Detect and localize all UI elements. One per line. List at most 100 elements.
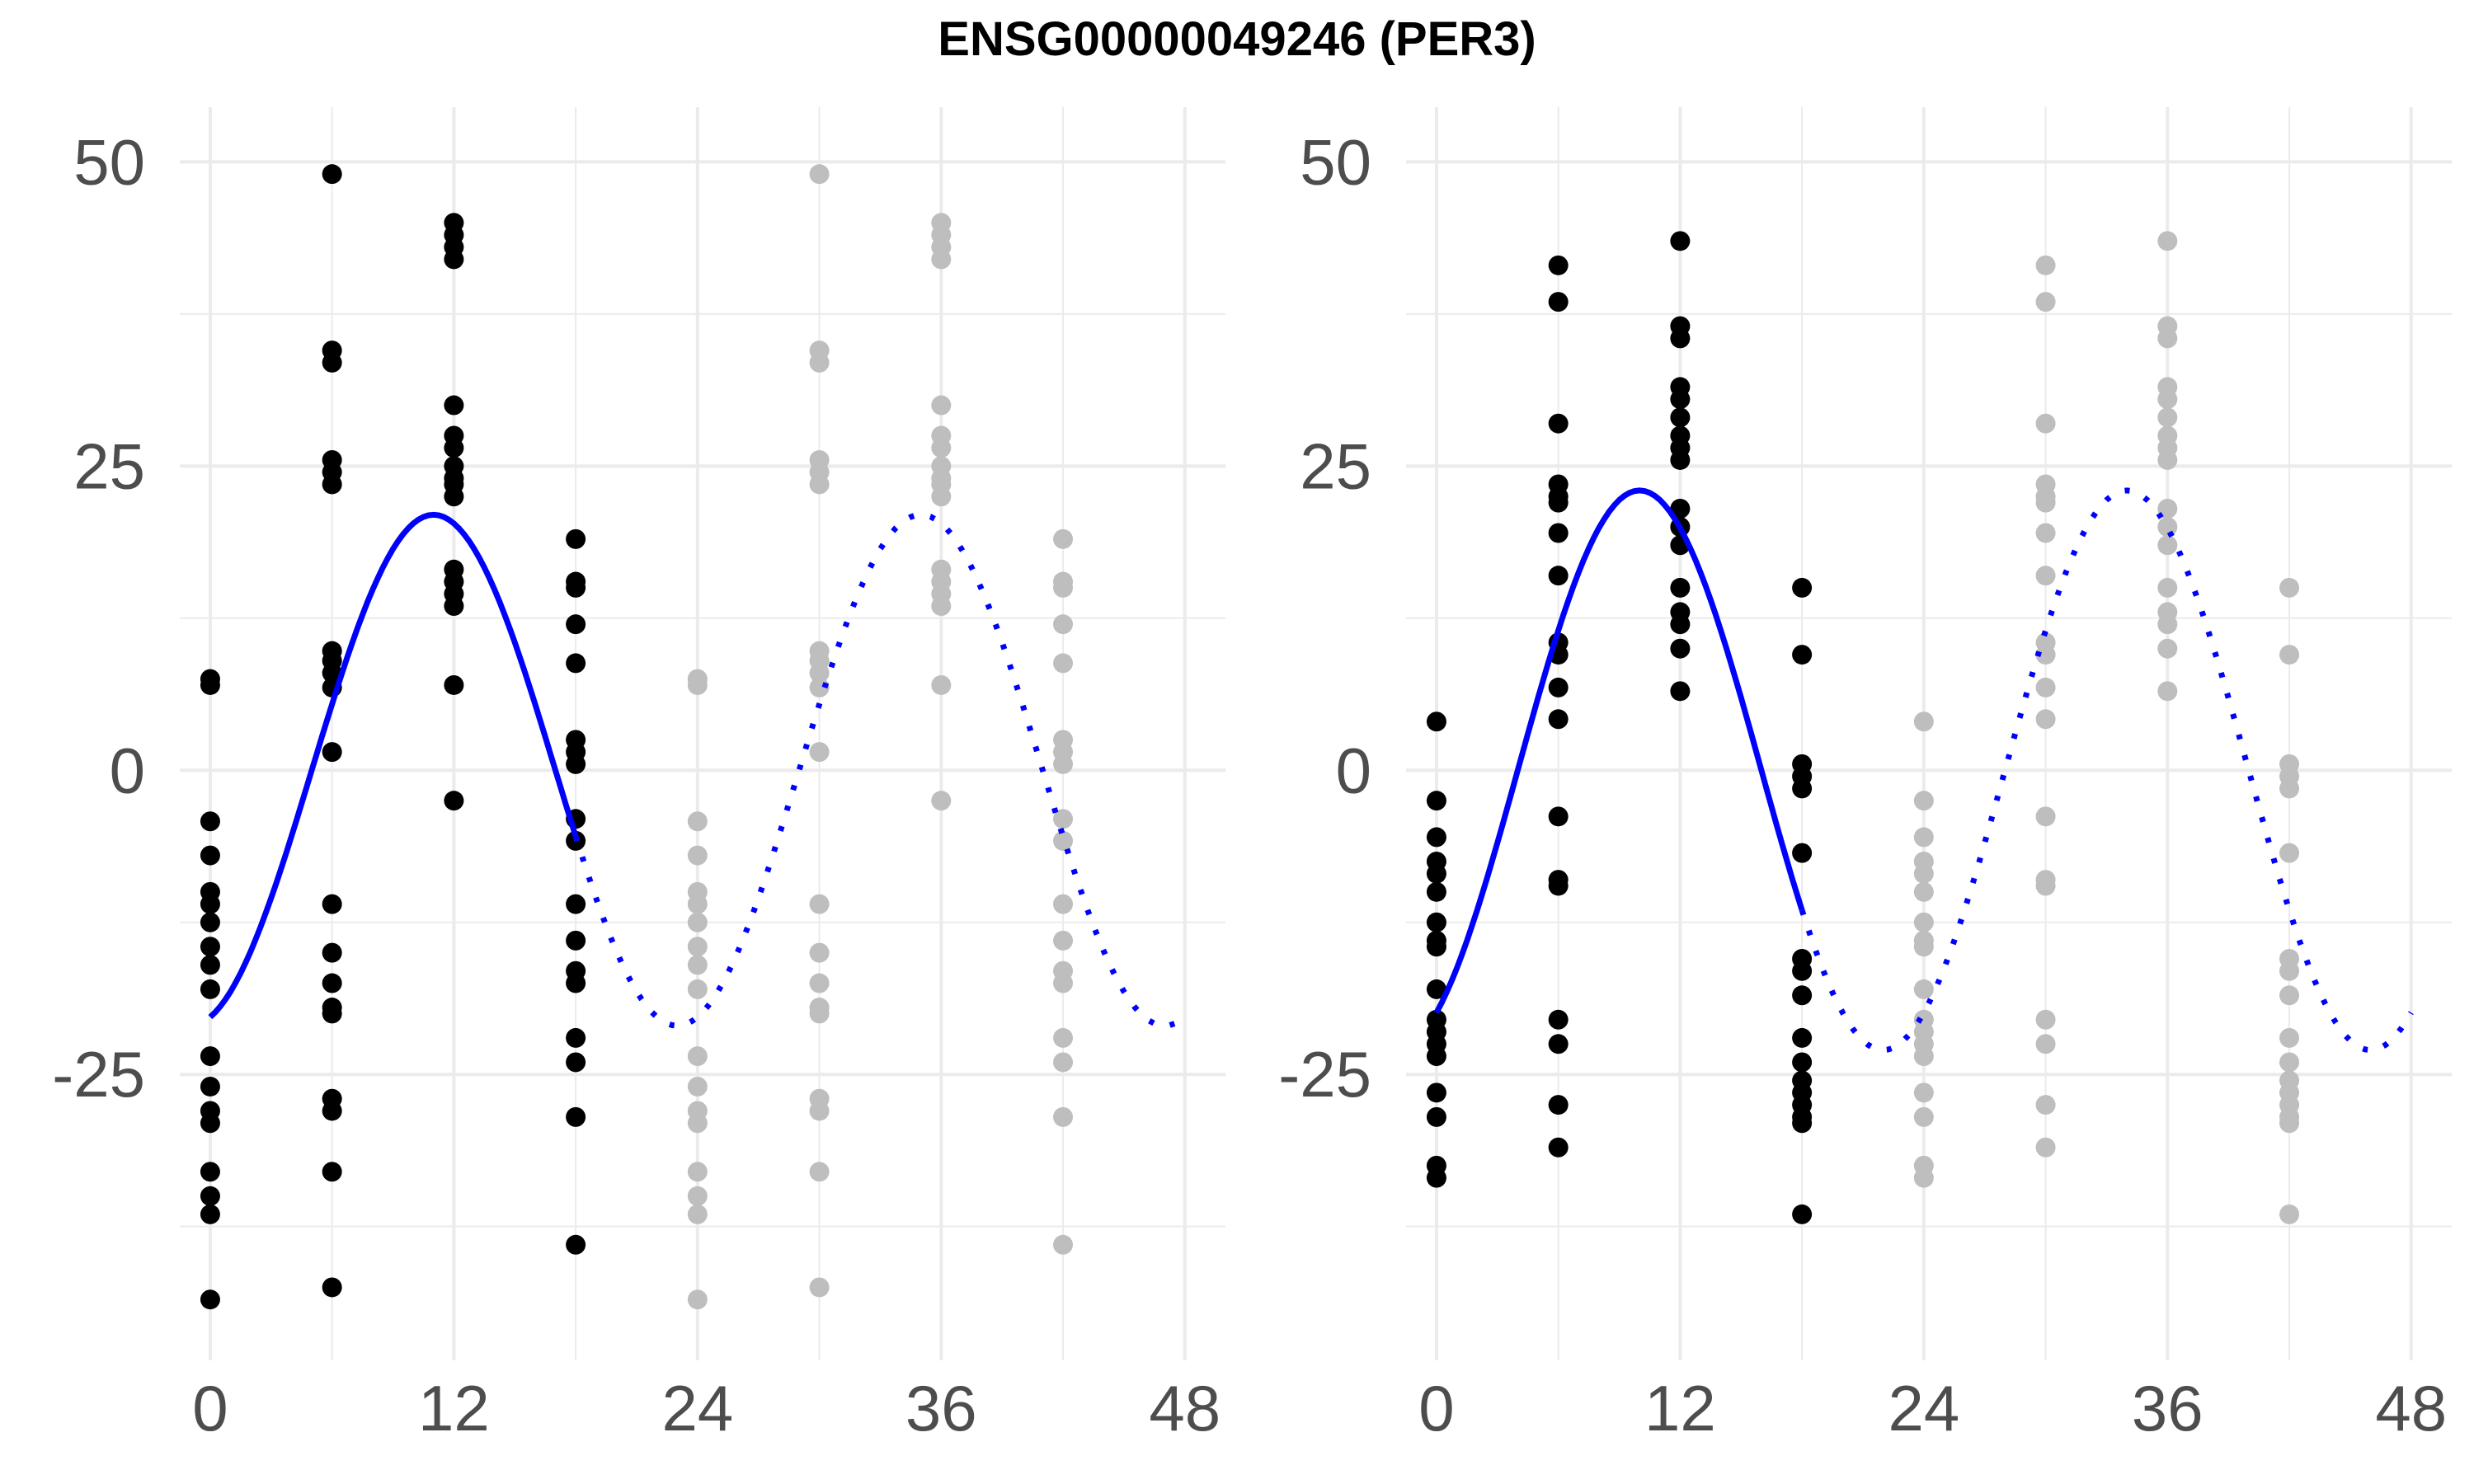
repeated-point bbox=[1913, 1106, 1934, 1127]
observed-point bbox=[566, 1027, 586, 1048]
observed-point bbox=[322, 973, 342, 993]
observed-point bbox=[1792, 843, 1813, 863]
observed-point bbox=[1426, 1082, 1446, 1103]
observed-point bbox=[1670, 681, 1691, 702]
repeated-point bbox=[2279, 985, 2300, 1006]
observed-point bbox=[566, 754, 586, 774]
repeated-point bbox=[687, 811, 708, 832]
observed-point bbox=[566, 1234, 586, 1255]
repeated-point bbox=[1053, 930, 1074, 951]
observed-point bbox=[200, 1113, 220, 1134]
repeated-point bbox=[1053, 1234, 1074, 1255]
x-tick-label: 12 bbox=[1644, 1372, 1716, 1444]
x-tick-label: 48 bbox=[1149, 1372, 1221, 1444]
observed-point bbox=[1670, 638, 1691, 659]
repeated-point bbox=[687, 1289, 708, 1310]
observed-point bbox=[322, 1101, 342, 1121]
observed-point bbox=[322, 663, 342, 683]
observed-point bbox=[200, 937, 220, 957]
observed-point bbox=[566, 653, 586, 674]
observed-point bbox=[1548, 492, 1569, 513]
x-tick-label: 24 bbox=[1888, 1372, 1959, 1444]
repeated-point bbox=[931, 674, 952, 695]
repeated-point bbox=[1913, 1167, 1934, 1188]
repeated-point bbox=[1913, 937, 1934, 957]
observed-point bbox=[566, 528, 586, 549]
right-panel: 0 12 24 36 48 -25 0 25 50 bbox=[1278, 107, 2452, 1444]
repeated-point bbox=[1053, 754, 1074, 774]
repeated-point bbox=[931, 596, 952, 617]
repeated-point bbox=[687, 979, 708, 999]
observed-point bbox=[444, 438, 464, 458]
observed-point bbox=[1426, 937, 1446, 957]
observed-point bbox=[200, 674, 220, 695]
repeated-point bbox=[2157, 389, 2178, 410]
repeated-point bbox=[687, 1076, 708, 1097]
observed-point bbox=[1548, 523, 1569, 543]
observed-point bbox=[1548, 1137, 1569, 1158]
observed-point bbox=[1792, 1204, 1813, 1224]
observed-point bbox=[1548, 255, 1569, 275]
repeated-point bbox=[2157, 328, 2178, 349]
observed-point bbox=[1426, 1167, 1446, 1188]
repeated-point bbox=[2157, 614, 2178, 635]
repeated-point bbox=[2157, 535, 2178, 556]
repeated-point bbox=[687, 1046, 708, 1067]
repeated-point bbox=[687, 1186, 708, 1206]
repeated-point bbox=[2279, 645, 2300, 665]
repeated-point bbox=[1053, 577, 1074, 598]
repeated-point bbox=[2035, 523, 2056, 543]
observed-point bbox=[1426, 1106, 1446, 1127]
y-tick-label: 0 bbox=[1336, 734, 1371, 806]
observed-point bbox=[322, 164, 342, 185]
x-tick-label: 48 bbox=[2375, 1372, 2447, 1444]
observed-point bbox=[1548, 677, 1569, 697]
observed-point bbox=[444, 249, 464, 270]
observed-point bbox=[1670, 328, 1691, 349]
repeated-point bbox=[2035, 292, 2056, 312]
observed-point bbox=[1426, 711, 1446, 732]
repeated-point bbox=[1913, 863, 1934, 884]
observed-point bbox=[1792, 1113, 1813, 1134]
repeated-point bbox=[1053, 809, 1074, 829]
repeated-point bbox=[809, 663, 830, 683]
repeated-point bbox=[2279, 1204, 2300, 1224]
repeated-point bbox=[2035, 709, 2056, 730]
repeated-point bbox=[1913, 1046, 1934, 1067]
x-tick-label: 0 bbox=[192, 1372, 228, 1444]
observed-point bbox=[200, 955, 220, 975]
repeated-point bbox=[687, 845, 708, 866]
observed-point bbox=[1548, 1095, 1569, 1115]
repeated-point bbox=[1913, 912, 1934, 932]
observed-point bbox=[1670, 389, 1691, 410]
repeated-point bbox=[1053, 973, 1074, 993]
x-tick-label: 36 bbox=[905, 1372, 977, 1444]
observed-point bbox=[1792, 985, 1813, 1006]
observed-point bbox=[1792, 645, 1813, 665]
repeated-point bbox=[687, 674, 708, 695]
observed-point bbox=[1670, 614, 1691, 635]
figure-title: ENSG00000049246 (PER3) bbox=[938, 12, 1536, 66]
observed-point bbox=[566, 577, 586, 598]
observed-point bbox=[200, 894, 220, 914]
repeated-point bbox=[2157, 449, 2178, 470]
observed-point bbox=[322, 894, 342, 914]
repeated-point bbox=[2035, 413, 2056, 434]
repeated-point bbox=[2157, 407, 2178, 428]
repeated-point bbox=[2279, 1052, 2300, 1073]
observed-point bbox=[444, 674, 464, 695]
observed-point bbox=[200, 912, 220, 932]
observed-point bbox=[1426, 912, 1446, 932]
observed-point bbox=[200, 1046, 220, 1067]
repeated-point bbox=[2035, 876, 2056, 896]
repeated-point bbox=[687, 937, 708, 957]
repeated-point bbox=[809, 1101, 830, 1121]
observed-point bbox=[200, 845, 220, 866]
repeated-point bbox=[2157, 577, 2178, 598]
repeated-point bbox=[1053, 614, 1074, 635]
repeated-point bbox=[2279, 960, 2300, 981]
observed-point bbox=[1548, 876, 1569, 896]
observed-point bbox=[444, 395, 464, 416]
repeated-point bbox=[1053, 830, 1074, 851]
